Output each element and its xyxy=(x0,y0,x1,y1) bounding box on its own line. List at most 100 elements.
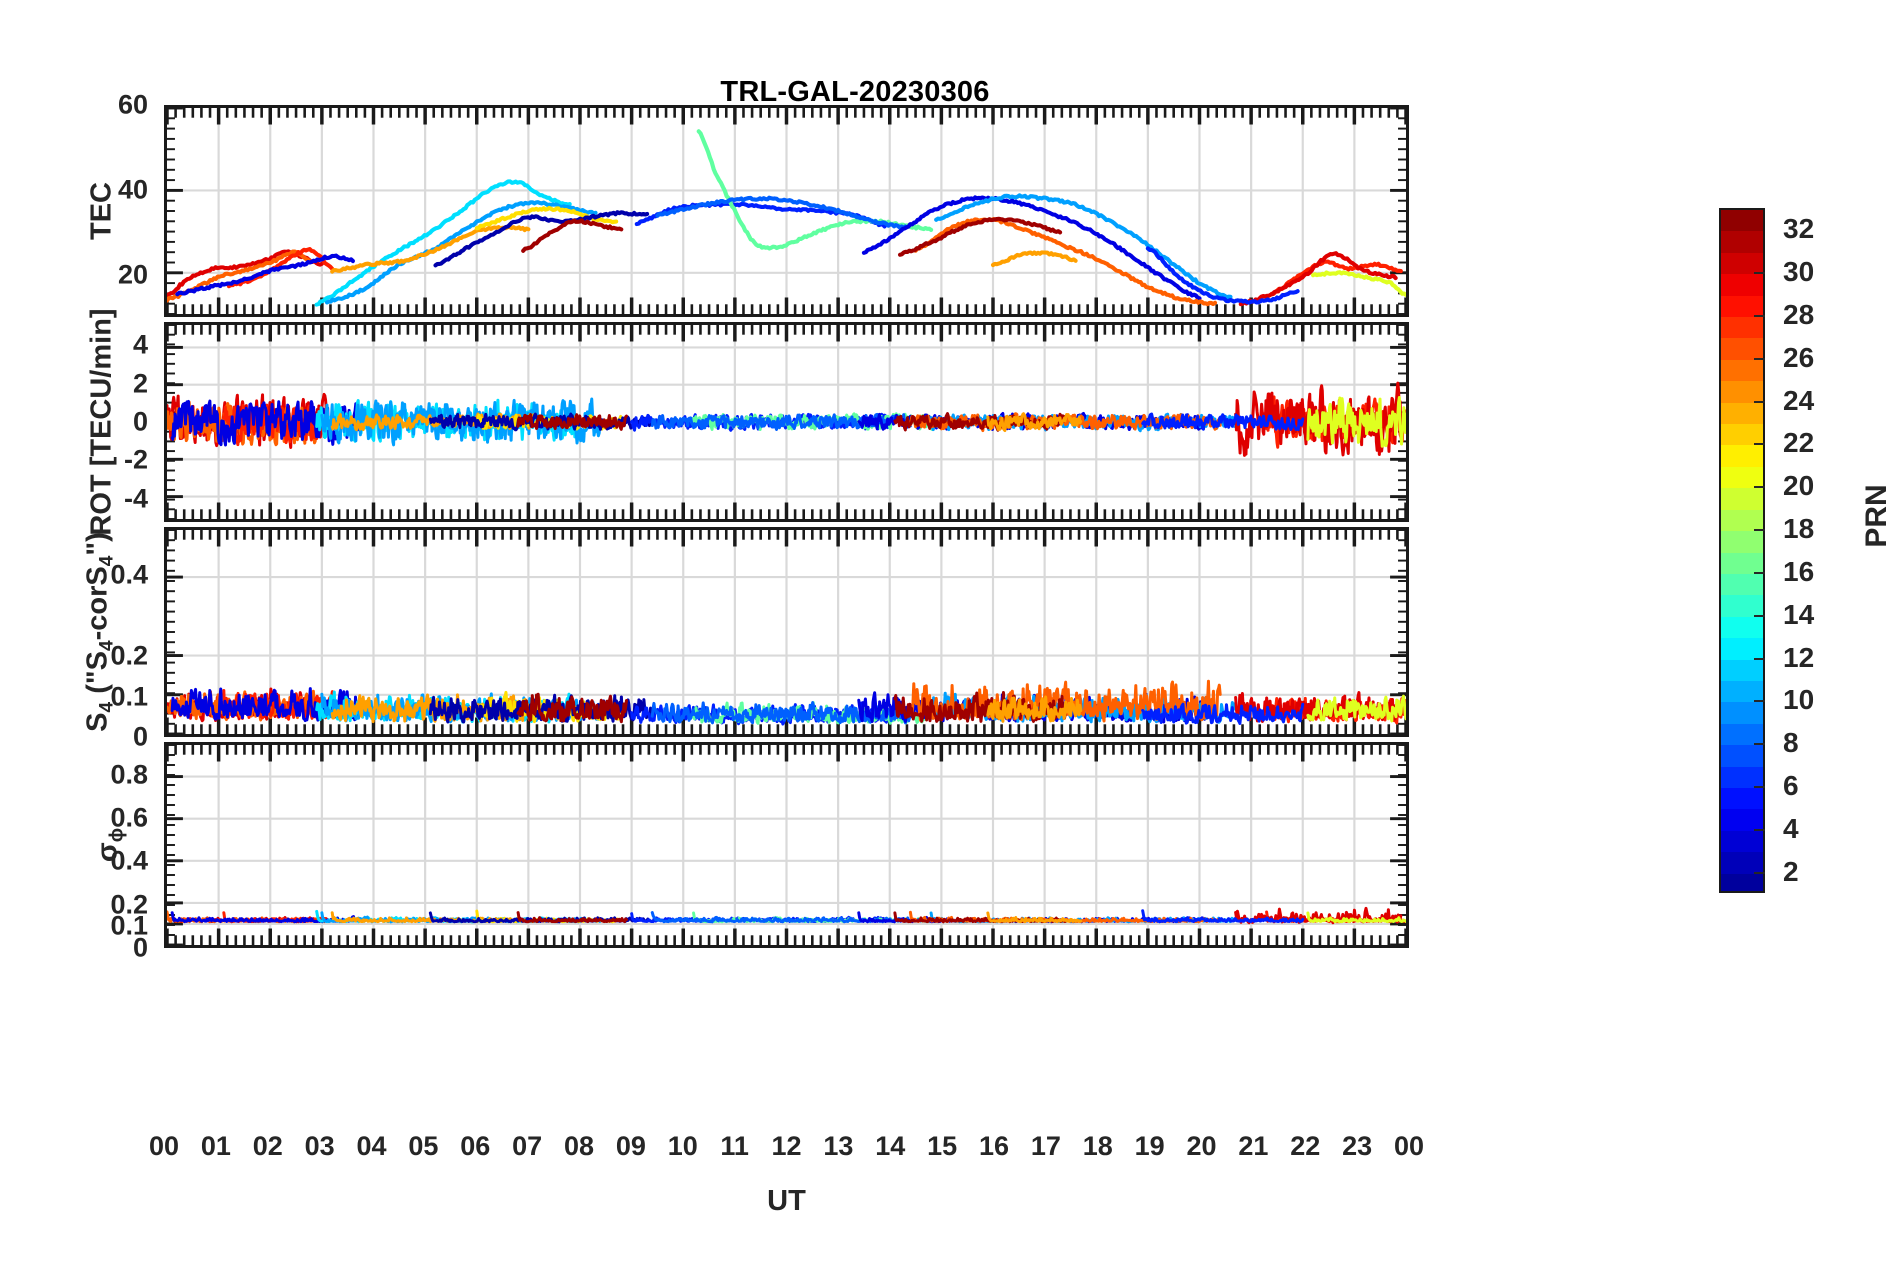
colorbar-segment xyxy=(1721,252,1763,275)
y-tick-label: 0.2 xyxy=(110,889,148,920)
x-tick-label: 08 xyxy=(563,1131,595,1161)
panel-sigma-phi xyxy=(164,742,1409,948)
colorbar-segment xyxy=(1721,638,1763,660)
colorbar-title: PRN xyxy=(1860,484,1893,548)
x-tick-label: 23 xyxy=(1342,1131,1373,1161)
colorbar-tick-label: 26 xyxy=(1783,341,1815,373)
x-tick-label: 05 xyxy=(408,1131,439,1161)
colorbar-segment xyxy=(1721,359,1763,382)
colorbar-tick-mark xyxy=(1754,743,1765,746)
x-tick-label: 04 xyxy=(356,1131,387,1161)
colorbar-prn xyxy=(1719,208,1765,893)
colorbar-segment xyxy=(1721,766,1763,788)
colorbar-segment xyxy=(1721,787,1763,810)
colorbar-segment xyxy=(1721,552,1763,574)
colorbar-segment xyxy=(1721,210,1763,232)
colorbar-segment xyxy=(1721,680,1763,703)
x-tick-label: 19 xyxy=(1134,1131,1165,1161)
axis-label-ut: UT xyxy=(767,1185,806,1217)
colorbar-tick-label: 12 xyxy=(1783,641,1815,673)
colorbar-segment xyxy=(1721,616,1763,639)
colorbar-segment xyxy=(1721,466,1763,489)
y-tick-label: 0.4 xyxy=(110,845,148,876)
colorbar-tick-mark xyxy=(1754,571,1765,574)
colorbar-segment xyxy=(1721,488,1763,510)
colorbar-tick-label: 20 xyxy=(1783,470,1815,502)
x-tick-label: 03 xyxy=(304,1131,335,1161)
colorbar-segment xyxy=(1721,295,1763,318)
colorbar-tick-mark xyxy=(1754,272,1765,275)
colorbar-tick-label: 4 xyxy=(1783,812,1799,844)
panel-tec xyxy=(164,105,1409,317)
y-tick-label: 0 xyxy=(132,932,148,963)
colorbar-tick-mark xyxy=(1754,400,1765,403)
y-tick-label: 0 xyxy=(132,406,148,437)
colorbar-segment xyxy=(1721,445,1763,467)
colorbar-segment xyxy=(1721,531,1763,553)
colorbar-segment xyxy=(1721,830,1763,853)
x-tick-label: 20 xyxy=(1186,1131,1217,1161)
colorbar-tick-mark xyxy=(1754,486,1765,489)
colorbar-tick-mark xyxy=(1754,700,1765,703)
y-tick-label: 0 xyxy=(132,721,148,752)
colorbar-segment xyxy=(1721,338,1763,360)
colorbar-tick-label: 32 xyxy=(1783,213,1815,245)
colorbar-segment xyxy=(1721,317,1763,339)
colorbar-tick-label: 6 xyxy=(1783,769,1799,801)
x-tick-label: 12 xyxy=(771,1131,802,1161)
colorbar-tick-mark xyxy=(1754,871,1765,874)
colorbar-segment xyxy=(1721,274,1763,296)
x-tick-label: 15 xyxy=(927,1131,958,1161)
colorbar-segment xyxy=(1721,702,1763,724)
colorbar-tick-mark xyxy=(1754,614,1765,617)
x-tick-label: 10 xyxy=(667,1131,698,1161)
x-tick-label: 07 xyxy=(512,1131,543,1161)
colorbar-tick-label: 10 xyxy=(1783,684,1815,716)
y-tick-label: -2 xyxy=(123,444,148,475)
y-tick-label: 0.4 xyxy=(110,559,148,590)
colorbar-tick-label: 24 xyxy=(1783,384,1815,416)
colorbar-tick-label: 18 xyxy=(1783,513,1815,545)
x-tick-label: 09 xyxy=(615,1131,646,1161)
colorbar-segment xyxy=(1721,745,1763,767)
x-tick-label: 01 xyxy=(200,1131,231,1161)
colorbar-tick-mark xyxy=(1754,657,1765,660)
colorbar-tick-mark xyxy=(1754,828,1765,831)
colorbar-segment xyxy=(1721,809,1763,831)
colorbar-segment xyxy=(1721,573,1763,596)
colorbar-tick-label: 14 xyxy=(1783,598,1815,630)
x-tick-label: 14 xyxy=(875,1131,906,1161)
x-tick-label: 00 xyxy=(1393,1131,1425,1161)
y-tick-label: 0.8 xyxy=(110,759,148,790)
x-tick-label: 11 xyxy=(720,1131,749,1161)
colorbar-tick-label: 16 xyxy=(1783,555,1815,587)
panel-s4 xyxy=(164,527,1409,737)
colorbar-segment xyxy=(1721,402,1763,425)
y-tick-label: -4 xyxy=(123,483,148,514)
colorbar-tick-mark xyxy=(1754,357,1765,360)
y-tick-label: 0.1 xyxy=(110,681,148,712)
y-tick-label: 40 xyxy=(117,174,148,205)
colorbar-segment xyxy=(1721,231,1763,253)
colorbar-segment xyxy=(1721,509,1763,532)
s4-plot-area xyxy=(167,530,1406,734)
colorbar-segment xyxy=(1721,723,1763,746)
y-tick-label: 20 xyxy=(117,259,148,290)
colorbar-segment xyxy=(1721,381,1763,403)
colorbar-segment xyxy=(1721,873,1763,891)
x-tick-label: 18 xyxy=(1082,1131,1113,1161)
y-tick-label: 0.2 xyxy=(110,640,148,671)
colorbar-segment xyxy=(1721,852,1763,874)
y-tick-label: 4 xyxy=(132,329,148,360)
x-tick-label: 21 xyxy=(1238,1131,1269,1161)
sigma-phi-plot-area xyxy=(167,745,1406,945)
figure-title: TRL-GAL-20230306 xyxy=(720,76,990,108)
colorbar-tick-mark xyxy=(1754,315,1765,318)
colorbar-segment xyxy=(1721,595,1763,617)
y-tick-label: 0.1 xyxy=(110,910,148,941)
x-tick-label: 00 xyxy=(148,1131,180,1161)
x-tick-label: 06 xyxy=(460,1131,491,1161)
colorbar-tick-label: 8 xyxy=(1783,727,1799,759)
x-tick-label: 16 xyxy=(978,1131,1010,1161)
colorbar-segment xyxy=(1721,659,1763,681)
